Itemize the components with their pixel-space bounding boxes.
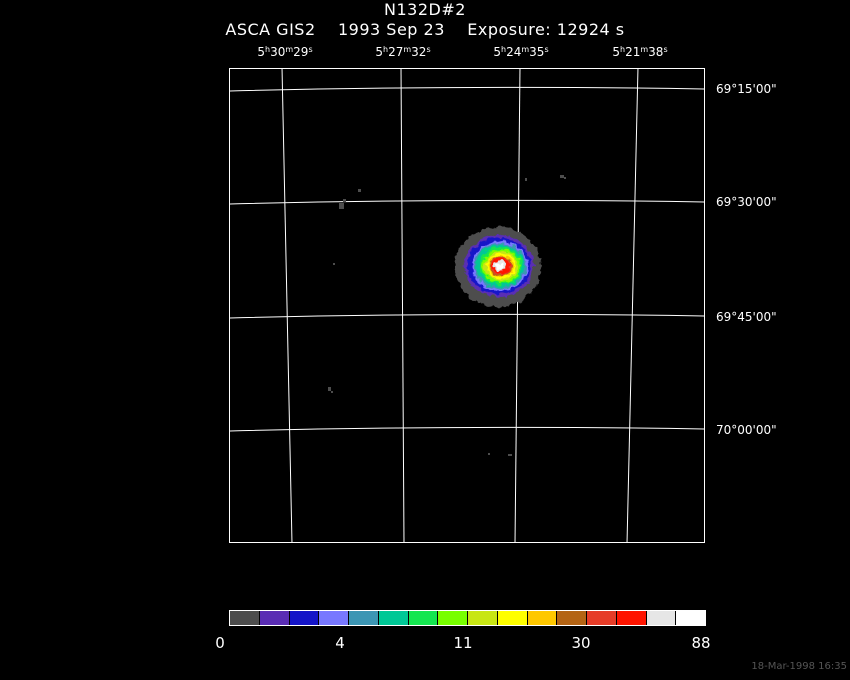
grid-line-dec (230, 199, 704, 205)
sky-image (230, 69, 704, 542)
colorbar-segment (319, 611, 349, 625)
dec-tick-label: 69°30'00" (716, 195, 777, 209)
colorbar-segment (587, 611, 617, 625)
dec-tick-label: 69°15'00" (716, 82, 777, 96)
background-noise (328, 175, 566, 456)
colorbar-segment (497, 611, 528, 625)
colorbar-segment (259, 611, 290, 625)
dec-tick-label: 70°00'00" (716, 423, 777, 437)
xray-source (455, 227, 541, 307)
colorbar-segment (646, 611, 677, 625)
colorbar-segment (289, 611, 320, 625)
colorbar-label: 11 (453, 634, 473, 652)
colorbar-segment (349, 611, 379, 625)
colorbar-segment (557, 611, 587, 625)
colorbar-label: 30 (571, 634, 591, 652)
colorbar-segment (676, 611, 705, 625)
colorbar-segment (468, 611, 498, 625)
timestamp: 18-Mar-1998 16:35 (751, 661, 847, 672)
image-title: N132D#2 (384, 0, 466, 19)
instrument-label: ASCA GIS2 (225, 20, 316, 39)
colorbar-segment (616, 611, 647, 625)
grid-line-ra (281, 69, 293, 542)
ra-tick-label: 5h27m32s (375, 45, 431, 59)
colorbar-segment (408, 611, 439, 625)
coordinate-grid (230, 69, 704, 542)
ra-tick-label: 5h30m29s (257, 45, 313, 59)
observation-date: 1993 Sep 23 (337, 20, 445, 39)
colorbar-label: 88 (691, 634, 711, 652)
colorbar-segment (527, 611, 558, 625)
grid-line-dec (230, 86, 704, 92)
sky-image-frame (229, 68, 705, 543)
colorbar-segment (230, 611, 260, 625)
grid-line-ra (514, 69, 521, 542)
grid-line-dec (230, 313, 704, 319)
colorbar-segment (378, 611, 409, 625)
dec-tick-label: 69°45'00" (716, 310, 777, 324)
ra-tick-label: 5h24m35s (493, 45, 549, 59)
colorbar-label: 0 (215, 634, 225, 652)
image-subtitle: ASCA GIS2 1993 Sep 23 Exposure: 12924 s (0, 20, 850, 39)
exposure-label: Exposure: 12924 s (467, 20, 625, 39)
grid-line-dec (230, 426, 704, 432)
colorbar-label: 4 (335, 634, 345, 652)
colorbar (229, 610, 706, 626)
grid-line-ra (626, 69, 639, 542)
grid-line-ra (400, 69, 405, 542)
ra-tick-label: 5h21m38s (612, 45, 668, 59)
colorbar-segment (438, 611, 468, 625)
